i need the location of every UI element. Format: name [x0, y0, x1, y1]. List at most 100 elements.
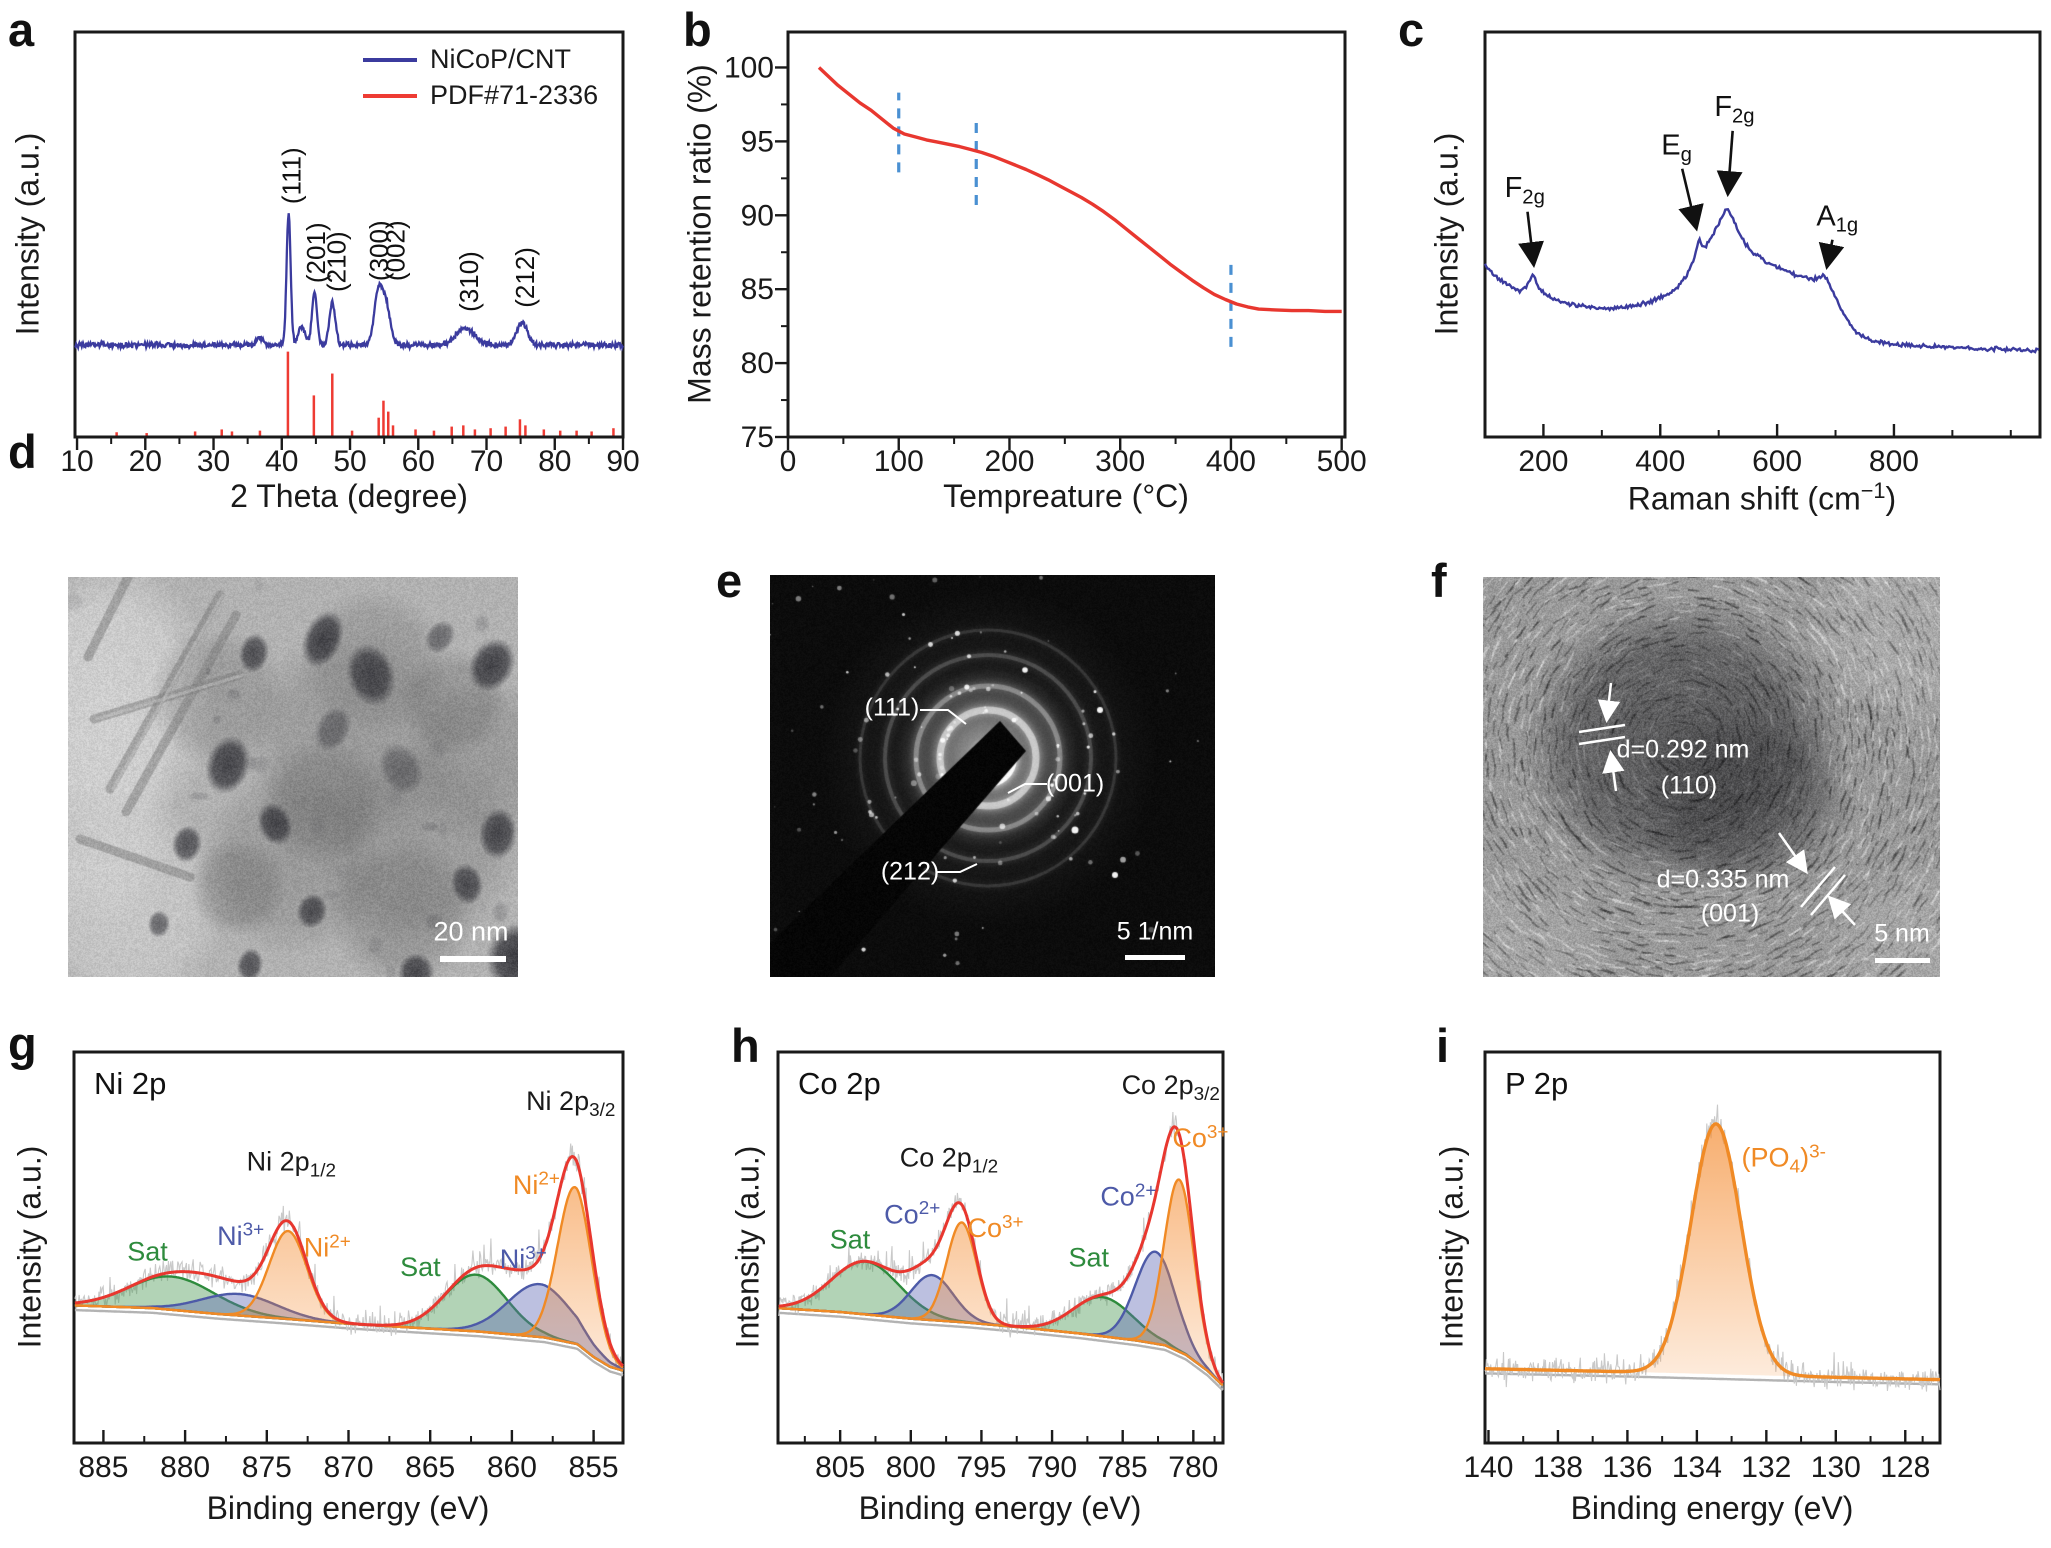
x-tick-label: 134	[1672, 1451, 1722, 1484]
xps-component-fill-Sat	[778, 1297, 1223, 1386]
co2p-x-axis-title: Binding energy (eV)	[858, 1490, 1142, 1526]
raman-mode-label: F2g	[1505, 172, 1545, 208]
panel-letter-f: f	[1431, 554, 1447, 607]
xps-envelope-curve	[778, 1125, 1225, 1384]
co2p-y-axis-title: Intensity (a.u.)	[729, 1145, 766, 1349]
x-tick-label: 10	[60, 445, 93, 478]
x-tick-label: 880	[160, 1451, 210, 1484]
lattice-fringe-mark	[1800, 866, 1836, 908]
x-tick-label: 865	[405, 1451, 455, 1484]
legend-label-nicop-cnt: NiCoP/CNT	[430, 44, 572, 74]
xps-species-label: Sat	[1069, 1242, 1110, 1272]
xps-species-label: Ni3+	[217, 1220, 264, 1251]
xps-component-curve-(PO4)3-	[1485, 1122, 1941, 1382]
ring-label-212: (212)	[880, 857, 940, 886]
raman-curve	[1483, 208, 2040, 354]
x-tick-label: 600	[1752, 445, 1802, 478]
xrd-peak-label: (210)	[322, 231, 352, 292]
x-tick-label: 870	[323, 1451, 373, 1484]
xps-species-label: Ni2+	[513, 1169, 560, 1200]
xrd-peak-label: (212)	[510, 247, 540, 308]
x-tick-label: 50	[333, 445, 366, 478]
x-tick-label: 800	[886, 1451, 936, 1484]
legend-line-pdf	[363, 94, 417, 98]
saed-annotation-lines	[920, 709, 1047, 873]
xps-species-label: Co2+	[1100, 1180, 1156, 1211]
x-tick-label: 200	[1518, 445, 1568, 478]
panel-letter-h: h	[731, 1019, 760, 1072]
x-tick-label: 70	[470, 445, 503, 478]
axes-frame	[1483, 1050, 1942, 1445]
x-tick-label: 20	[129, 445, 162, 478]
raman-mode-label: A1g	[1816, 200, 1858, 236]
x-tick-label: 785	[1098, 1451, 1148, 1484]
y-tick-label: 75	[741, 421, 774, 454]
xps-envelope-curve	[74, 1155, 624, 1368]
tga-y-axis-title: Mass retention ratio (%)	[681, 64, 718, 404]
xps-raw-data	[1484, 1104, 1941, 1392]
xps-component-fill-Ni3+	[74, 1284, 623, 1371]
raman-x-axis-title: Raman shift (cm−1)	[1627, 478, 1897, 517]
xrd-y-axis-title: Intensity (a.u.)	[9, 132, 46, 336]
y-tick-label: 100	[724, 51, 774, 84]
panel-letter-a: a	[8, 3, 35, 56]
panel-letter-b: b	[683, 3, 712, 56]
x-tick-label: 400	[1206, 445, 1256, 478]
xps-species-label: Sat	[127, 1236, 168, 1266]
lattice-fringe-mark	[1578, 735, 1626, 746]
d-spacing-label: d=0.335 nm	[1656, 865, 1790, 894]
ring-label-001: (001)	[1045, 769, 1105, 798]
xrd-peak-label: (300)	[364, 220, 394, 281]
scale-bar	[1875, 958, 1930, 963]
x-tick-label: 138	[1533, 1451, 1583, 1484]
tga-curve	[817, 66, 1342, 314]
xps-component-fill-Co2+	[778, 1251, 1223, 1386]
ring-pointer-212	[936, 863, 978, 873]
xps-species-label: Ni 2p1/2	[247, 1146, 336, 1181]
saed-image-panel: (111) (001) (212) 5 1/nm	[770, 575, 1215, 977]
xps-species-label: Co2+	[884, 1198, 940, 1229]
y-tick-label: 95	[741, 125, 774, 158]
xps-component-fill-Sat	[74, 1274, 623, 1371]
x-tick-label: 136	[1602, 1451, 1652, 1484]
panel-letter-i: i	[1436, 1019, 1450, 1072]
x-tick-label: 300	[1095, 445, 1145, 478]
xps-component-fill-(PO4)3-	[1485, 1123, 1940, 1380]
d-spacing-plane: (110)	[1660, 771, 1718, 800]
scale-label: 5 1/nm	[1116, 917, 1194, 946]
y-tick-label: 85	[741, 273, 774, 306]
xps-component-fill-Sat	[778, 1261, 1223, 1386]
panel-letter-d: d	[8, 425, 37, 478]
scale-bar	[1125, 955, 1185, 960]
xps-species-label: Ni3+	[500, 1243, 547, 1274]
spacing-arrow	[1827, 895, 1856, 926]
xps-species-label: (PO4)3-	[1742, 1141, 1826, 1177]
x-tick-label: 30	[197, 445, 230, 478]
x-tick-label: 80	[538, 445, 571, 478]
x-tick-label: 855	[569, 1451, 619, 1484]
p2p-x-axis-title: Binding energy (eV)	[1570, 1490, 1854, 1526]
xps-background-line	[74, 1308, 624, 1377]
lattice-fringe-mark	[1578, 723, 1626, 734]
xps-species-label: Co 2p3/2	[1122, 1070, 1220, 1105]
d-spacing-plane: (001)	[1700, 899, 1760, 928]
xps-background-line	[778, 1311, 1224, 1391]
x-tick-label: 500	[1317, 445, 1367, 478]
raman-y-axis-title: Intensity (a.u.)	[1428, 132, 1465, 336]
x-tick-label: 875	[242, 1451, 292, 1484]
x-tick-label: 130	[1811, 1451, 1861, 1484]
panel-letter-c: c	[1398, 3, 1425, 56]
xrd-peak-label: (111)	[277, 147, 307, 204]
hrtem-annotation-lines	[1578, 682, 1856, 926]
ni2p-x-axis-title: Binding energy (eV)	[206, 1490, 490, 1526]
p2p-spectrum-title: P 2p	[1505, 1066, 1569, 1101]
xps-species-label: Co3+	[968, 1212, 1024, 1243]
axes-frame	[786, 30, 1347, 439]
tga-x-axis-title: Tempreature (°C)	[943, 478, 1189, 514]
lattice-fringe-mark	[1810, 874, 1846, 916]
p2p-y-axis-title: Intensity (a.u.)	[1433, 1145, 1470, 1349]
x-tick-label: 805	[815, 1451, 865, 1484]
xrd-curve	[74, 213, 624, 353]
